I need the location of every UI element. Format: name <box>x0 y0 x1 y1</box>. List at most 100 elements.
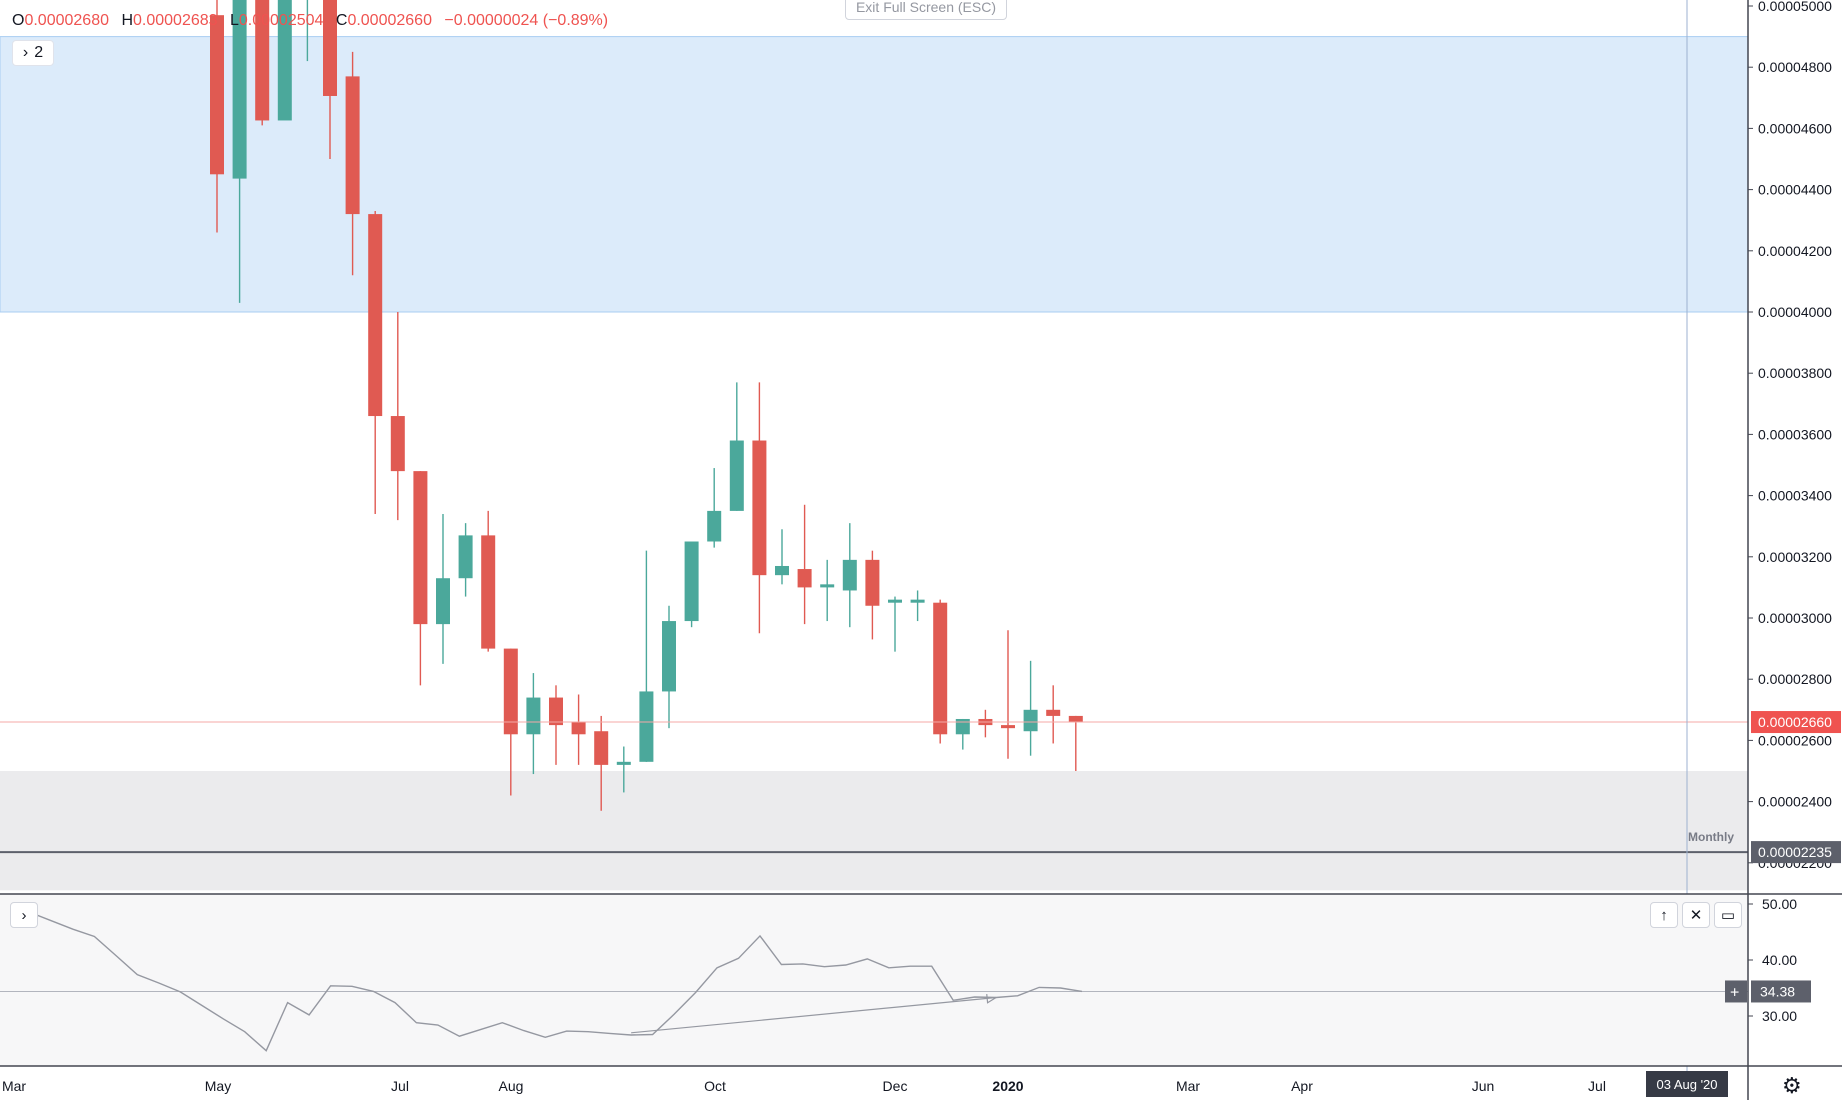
candle-body <box>232 0 247 179</box>
candle-body <box>368 214 383 417</box>
candle-body <box>390 416 405 472</box>
oscillator-axis-tick-label: 30.00 <box>1762 1008 1797 1024</box>
ohlc-low: L0.00002504 <box>229 12 324 29</box>
price-axis-tick-label: 0.00003600 <box>1758 426 1832 442</box>
price-axis-tick-label: 0.00002800 <box>1758 671 1832 687</box>
candle-body <box>729 440 744 511</box>
candle-body <box>481 535 496 649</box>
price-axis-tick-label: 0.00002400 <box>1758 794 1832 810</box>
candle-body <box>616 761 631 765</box>
candle-body <box>210 15 224 175</box>
candle-body <box>436 578 450 625</box>
candle-body <box>1068 715 1083 723</box>
crosshair-date-label: 03 Aug '20 <box>1656 1077 1717 1092</box>
zone-grey <box>0 771 1748 891</box>
plus-icon: + <box>1730 984 1739 1001</box>
oscillator-crosshair-button <box>1725 980 1747 1003</box>
candle-body <box>345 76 360 215</box>
candle-body <box>797 569 812 588</box>
interval-label: Monthly <box>1688 830 1734 844</box>
oscillator-pane <box>0 893 1842 1066</box>
level-price-label: 0.00002235 <box>1758 844 1832 860</box>
price-axis-tick-label: 0.00004400 <box>1758 182 1832 198</box>
candle-body <box>842 559 857 591</box>
divergence-trendline <box>631 996 997 1034</box>
time-axis-label: Mar <box>1176 1078 1200 1094</box>
candle-body <box>255 0 270 121</box>
candle-body <box>888 599 902 603</box>
oscillator-background <box>0 894 1748 1066</box>
gear-icon[interactable]: ⚙ <box>1782 1073 1802 1098</box>
current-price-badge <box>1751 711 1841 734</box>
candle-body <box>752 440 767 576</box>
price-axis-tick-label: 0.00004200 <box>1758 243 1832 259</box>
candle-body <box>458 535 473 579</box>
time-axis-label: 2020 <box>992 1078 1023 1094</box>
candle-body <box>775 565 789 576</box>
level-price-badge <box>1751 841 1841 864</box>
price-axis-tick-label: 0.00003800 <box>1758 365 1832 381</box>
oscillator-axis-tick-label: 50.00 <box>1762 896 1797 912</box>
candle-body <box>594 731 609 765</box>
time-axis-label: Aug <box>499 1078 524 1094</box>
chevron-right-icon: › <box>22 44 29 61</box>
time-axis-label: Jul <box>391 1078 409 1094</box>
candle-body <box>526 697 541 735</box>
current-price-label: 0.00002660 <box>1758 714 1832 730</box>
oscillator-value-badge <box>1751 980 1811 1003</box>
move-pane-up-button[interactable]: ↑ <box>1650 902 1678 928</box>
time-axis-label: Jun <box>1472 1078 1495 1094</box>
time-axis-label: May <box>205 1078 231 1094</box>
candle-body <box>413 471 428 625</box>
candle-body <box>707 510 722 542</box>
series-count: 2 <box>34 44 44 61</box>
ohlc-close: C0.00002660 <box>335 12 432 29</box>
candle-body <box>684 541 699 622</box>
divergence-arrowhead <box>986 993 997 1004</box>
candle-body <box>1023 709 1038 732</box>
ohlc-legend: O0.00002680 H0.00002683 L0.00002504 C0.0… <box>12 12 616 30</box>
oscillator-value-label: 34.38 <box>1760 983 1795 999</box>
time-axis-label: Jul <box>1588 1078 1606 1094</box>
price-axis-tick-label: 0.00003400 <box>1758 488 1832 504</box>
close-pane-button[interactable]: ✕ <box>1682 902 1710 928</box>
candle-body <box>571 722 586 735</box>
candle-body <box>503 648 518 735</box>
expand-pane-button[interactable]: › <box>10 902 38 928</box>
ohlc-change: −0.00000024 (−0.89%) <box>444 12 609 29</box>
price-axis-tick-label: 0.00003200 <box>1758 549 1832 565</box>
candle-body <box>1046 709 1061 716</box>
time-axis-label: Oct <box>704 1078 726 1094</box>
oscillator-line <box>29 911 1083 1052</box>
maximize-pane-button[interactable]: ▭ <box>1714 902 1742 928</box>
price-axis-tick-label: 0.00004600 <box>1758 120 1832 136</box>
ohlc-high: H0.00002683 <box>121 12 218 29</box>
exit-fullscreen-button[interactable]: Exit Full Screen (ESC) <box>845 0 1007 20</box>
time-axis-label: Apr <box>1291 1078 1313 1094</box>
candle-body <box>277 0 292 121</box>
candle-body <box>323 0 337 96</box>
candle-body <box>933 602 948 735</box>
price-axis-tick-label: 0.00004000 <box>1758 304 1832 320</box>
crosshair-date-badge <box>1646 1071 1728 1097</box>
candle-body <box>639 691 654 762</box>
price-axis-tick-label: 0.00005000 <box>1758 0 1832 14</box>
arrow-up-icon: ↑ <box>1660 906 1668 924</box>
candle-body <box>1001 725 1015 729</box>
candles <box>210 0 1083 811</box>
candle-body <box>549 697 563 726</box>
oscillator-axis-tick-label: 40.00 <box>1762 952 1797 968</box>
maximize-icon: ▭ <box>1720 907 1736 924</box>
price-axis-tick-label: 0.00002600 <box>1758 732 1832 748</box>
candle-body <box>865 559 880 606</box>
price-axis-tick-label: 0.00004800 <box>1758 59 1832 75</box>
candle-body <box>955 718 970 735</box>
close-icon: ✕ <box>1689 907 1703 924</box>
time-axis-label: Dec <box>883 1078 908 1094</box>
series-toggle-button[interactable]: › 2 <box>12 40 54 66</box>
chevron-right-icon: › <box>21 906 27 924</box>
candle-body <box>820 584 835 588</box>
